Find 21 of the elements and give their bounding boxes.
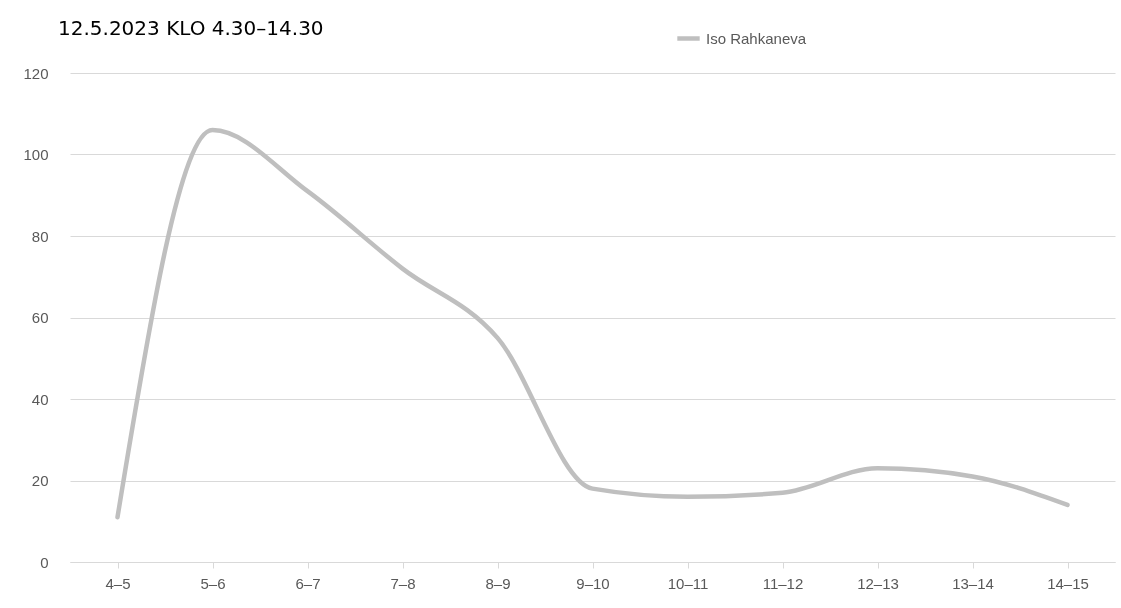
y-tick-label: 120	[23, 64, 49, 82]
line-series	[115, 127, 1070, 520]
y-tick-label: 60	[31, 309, 49, 326]
x-tick-label: 10–11	[667, 574, 709, 592]
y-tick-label: 40	[31, 390, 49, 408]
chart-title: 12.5.2023 KLO 4.30–14.30	[58, 16, 324, 40]
y-tick-label: 100	[23, 146, 49, 163]
x-tick-label: 7–8	[390, 574, 416, 592]
x-tick-label: 5–6	[200, 574, 226, 592]
x-tick-label: 11–12	[762, 574, 804, 592]
x-tick-label: 13–14	[952, 574, 994, 592]
y-tick-label: 20	[31, 472, 49, 489]
x-tick-label: 4–5	[105, 574, 131, 592]
x-tick-label: 9–10	[576, 574, 610, 592]
legend-label: Iso Rahkaneva	[706, 29, 807, 47]
x-tick-label: 14–15	[1047, 574, 1089, 592]
x-tick-label: 8–9	[485, 574, 511, 592]
y-tick-label: 0	[40, 553, 49, 571]
x-tick-label: 6–7	[295, 574, 321, 592]
x-tick-label: 12–13	[857, 574, 899, 592]
y-tick-label: 80	[31, 227, 49, 245]
